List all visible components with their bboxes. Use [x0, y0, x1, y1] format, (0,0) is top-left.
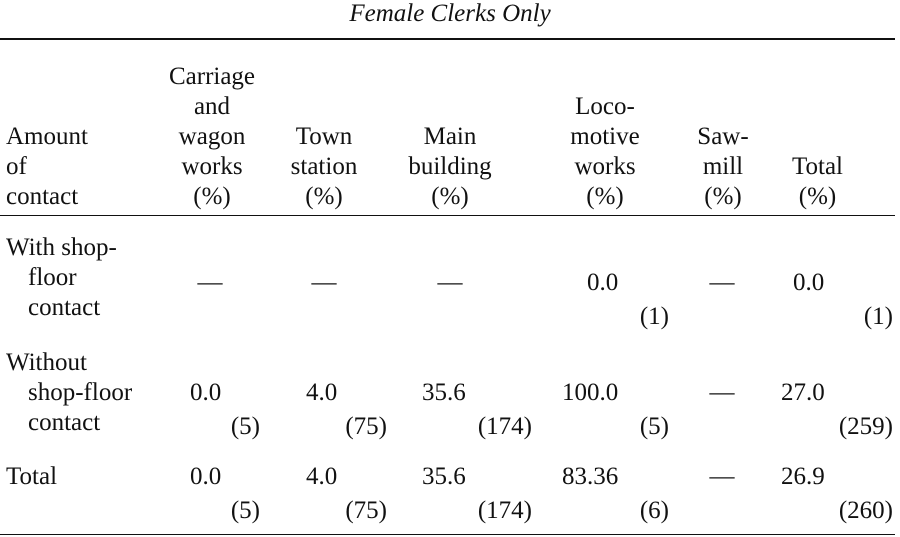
- cell-value: 100.0: [562, 379, 619, 406]
- header-text: and: [193, 93, 231, 120]
- row-label-text: With shop-: [6, 234, 117, 261]
- cell-count: (260): [838, 497, 893, 524]
- row-label-total: Total: [6, 462, 57, 492]
- header-text: motive: [570, 123, 640, 150]
- header-text: (%): [193, 183, 231, 210]
- cell-value: 83.36: [562, 463, 619, 490]
- header-text: mill: [702, 153, 744, 180]
- header-total: Total (%): [770, 52, 865, 212]
- header-text: Total: [791, 153, 843, 180]
- row-label-without-shop-floor-contact: Without shop-floor contact: [6, 348, 132, 438]
- cell-value: 4.0: [306, 379, 338, 406]
- header-text: (%): [586, 183, 624, 210]
- row-label-text: Total: [6, 463, 58, 490]
- cell-count: (1): [863, 303, 893, 330]
- cell-value: 35.6: [422, 379, 466, 406]
- header-text: Amount: [6, 123, 88, 150]
- header-text: (%): [305, 183, 343, 210]
- header-text: station: [290, 153, 358, 180]
- cell-count: (5): [230, 497, 260, 524]
- header-town-station: Town station (%): [264, 52, 384, 212]
- row-label-text: floor: [28, 264, 77, 291]
- header-text: of: [6, 153, 27, 180]
- row-label-text: Without: [6, 349, 87, 376]
- row-label-text: contact: [28, 409, 101, 436]
- header-text: Main: [423, 123, 477, 150]
- cell-dash: —: [709, 379, 735, 406]
- cell-count: (5): [230, 413, 260, 440]
- header-text: wagon: [178, 123, 246, 150]
- row-label-text: contact: [28, 294, 101, 321]
- cell-count: (6): [639, 497, 669, 524]
- header-text: (%): [431, 183, 469, 210]
- cell-value: 27.0: [781, 379, 825, 406]
- header-text: Town: [295, 123, 353, 150]
- cell-count: (75): [345, 413, 387, 440]
- header-sawmill: Saw- mill (%): [678, 52, 768, 212]
- cell-value: 4.0: [306, 463, 338, 490]
- row-label-text: shop-floor: [28, 379, 133, 406]
- header-text: Loco-: [575, 93, 635, 120]
- cell-value: 26.9: [781, 463, 825, 490]
- header-text: Saw-: [697, 123, 749, 150]
- cell-count: (5): [639, 413, 669, 440]
- header-locomotive-works: Loco- motive works (%): [545, 52, 665, 212]
- cell-count: (174): [477, 413, 532, 440]
- header-amount-of-contact: Amount of contact: [6, 52, 146, 212]
- bottom-rule: [0, 534, 895, 535]
- cell-dash: —: [311, 269, 337, 296]
- cell-dash: —: [709, 463, 735, 490]
- cell-dash: —: [709, 269, 735, 296]
- header-text: (%): [704, 183, 742, 210]
- cell-count: (1): [639, 303, 669, 330]
- top-rule: [0, 38, 895, 40]
- header-carriage-and-wagon-works: Carriage and wagon works (%): [142, 52, 282, 212]
- cell-value: 35.6: [422, 463, 466, 490]
- header-text: building: [408, 153, 492, 180]
- cell-count: (75): [345, 497, 387, 524]
- header-text: Carriage: [168, 63, 256, 90]
- cell-value: 0.0: [190, 379, 222, 406]
- header-text: works: [574, 153, 636, 180]
- cell-value: 0.0: [190, 463, 222, 490]
- cell-value: 0.0: [587, 269, 619, 296]
- row-label-with-shop-floor-contact: With shop- floor contact: [6, 233, 117, 323]
- header-rule: [0, 215, 895, 216]
- cell-value: 0.0: [793, 269, 825, 296]
- table-caption: Female Clerks Only: [349, 0, 551, 27]
- cell-count: (174): [477, 497, 532, 524]
- cell-dash: —: [197, 269, 223, 296]
- header-text: (%): [798, 183, 837, 210]
- cell-count: (259): [838, 413, 893, 440]
- header-main-building: Main building (%): [385, 52, 515, 212]
- header-text: contact: [6, 183, 79, 210]
- header-text: works: [181, 153, 243, 180]
- cell-dash: —: [437, 269, 463, 296]
